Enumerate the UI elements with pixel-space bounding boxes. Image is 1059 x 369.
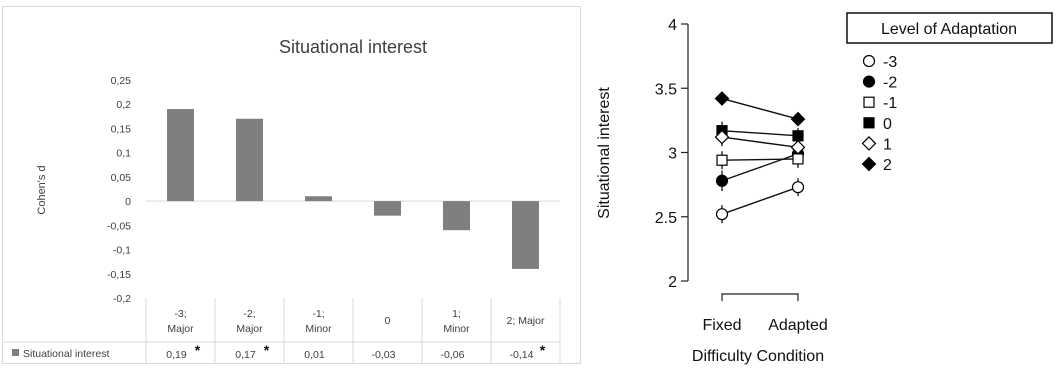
significance-marker: * (264, 342, 270, 358)
bar (374, 201, 401, 216)
category-label: -1; (312, 308, 324, 320)
category-label: 0 (385, 315, 391, 327)
legend-marker (861, 156, 877, 172)
x-tick-label: Fixed (702, 317, 741, 334)
series-line (721, 186, 799, 215)
y-tick-label: 4 (668, 17, 677, 34)
legend-swatch (12, 349, 19, 356)
category-label: Major (167, 323, 194, 335)
bar (167, 109, 194, 202)
y-tick-label: -0,05 (107, 220, 131, 232)
bar (443, 201, 470, 231)
legend-marker (862, 54, 876, 68)
situational-interest-line-panel: 2 2.5 3 3.5 4 Situational interest Fixed Adapte… (585, 0, 1059, 369)
category-label: -3; (174, 308, 186, 320)
legend-label: 0 (883, 116, 892, 133)
data-point (715, 208, 729, 221)
x-tick-label: Adapted (768, 317, 828, 334)
y-tick-label: 2 (668, 274, 677, 291)
y-tick-label: 0,1 (116, 148, 131, 160)
y-tick-label: -0,1 (113, 245, 131, 257)
cohens-d-chart-panel: Situational interest Cohen's d 0,25 0,2 0,15… (2, 6, 581, 364)
category-label: Minor (305, 323, 332, 335)
legend-marker (862, 75, 876, 88)
data-point (714, 91, 730, 106)
legend-label: 1 (883, 136, 892, 153)
significance-marker: * (195, 342, 201, 358)
series-line (721, 129, 799, 137)
data-point (714, 129, 730, 145)
legend-marker (863, 96, 875, 108)
legend-marker (863, 117, 875, 129)
bar (305, 196, 332, 202)
data-point (791, 181, 805, 194)
series-line (721, 97, 799, 120)
y-tick-label: 3 (668, 146, 677, 163)
legend-title-box (846, 12, 1053, 44)
data-point (715, 174, 729, 187)
category-label: 2; Major (507, 315, 545, 327)
legend-label: -3 (883, 54, 897, 71)
y-tick-label: 3.5 (655, 81, 677, 98)
y-tick-label: 0,2 (116, 99, 131, 111)
legend-title: Level of Adaptation (881, 21, 1017, 38)
y-tick-label: 0,15 (111, 123, 132, 135)
cohens-d-bar-chart: Situational interest Cohen's d 0,25 0,2 0,15… (2, 37, 561, 364)
y-tick-label: 2.5 (655, 210, 677, 227)
series-line (721, 158, 799, 161)
data-point (792, 153, 804, 165)
x-axis-bracket (721, 293, 799, 301)
data-value-label: -0,03 (372, 349, 396, 361)
legend-series-name: Situational interest (23, 348, 109, 360)
data-value-label: 0,01 (304, 349, 325, 361)
chart-title: Situational interest (279, 37, 427, 57)
category-label: Major (236, 323, 263, 335)
data-value-label: 0,17 (235, 349, 256, 361)
y-tick-label: -0,2 (113, 293, 131, 305)
x-axis-label: Difficulty Condition (692, 348, 824, 365)
data-value-label: 0,19 (166, 349, 187, 361)
data-point (792, 130, 804, 142)
legend-label: -2 (883, 75, 897, 92)
chart-frame (2, 6, 581, 364)
data-value-label: -0,06 (441, 349, 465, 361)
y-tick-label: 0 (125, 196, 131, 208)
series-line (721, 136, 799, 149)
significance-marker: * (540, 342, 546, 358)
y-tick-label: 0,05 (111, 172, 132, 184)
y-tick-label: -0,15 (107, 269, 131, 281)
y-axis-label: Cohen's d (36, 165, 48, 214)
data-point (716, 154, 728, 166)
category-label: 1; (452, 308, 461, 320)
series-line (721, 153, 799, 182)
y-tick-label: 0,25 (111, 75, 132, 87)
data-point (790, 111, 806, 127)
category-label: -2; (243, 308, 255, 320)
legend-marker (861, 136, 877, 151)
category-label: Minor (443, 323, 470, 335)
y-axis-label: Situational interest (596, 87, 613, 219)
legend-label: -1 (883, 95, 897, 112)
bar (236, 118, 263, 202)
bar (512, 201, 539, 269)
data-point (790, 140, 806, 155)
legend-label: 2 (883, 157, 892, 174)
situational-interest-line-chart: 2 2.5 3 3.5 4 Situational interest Fixed Adapte… (596, 12, 1053, 365)
data-value-label: -0,14 (510, 349, 534, 361)
